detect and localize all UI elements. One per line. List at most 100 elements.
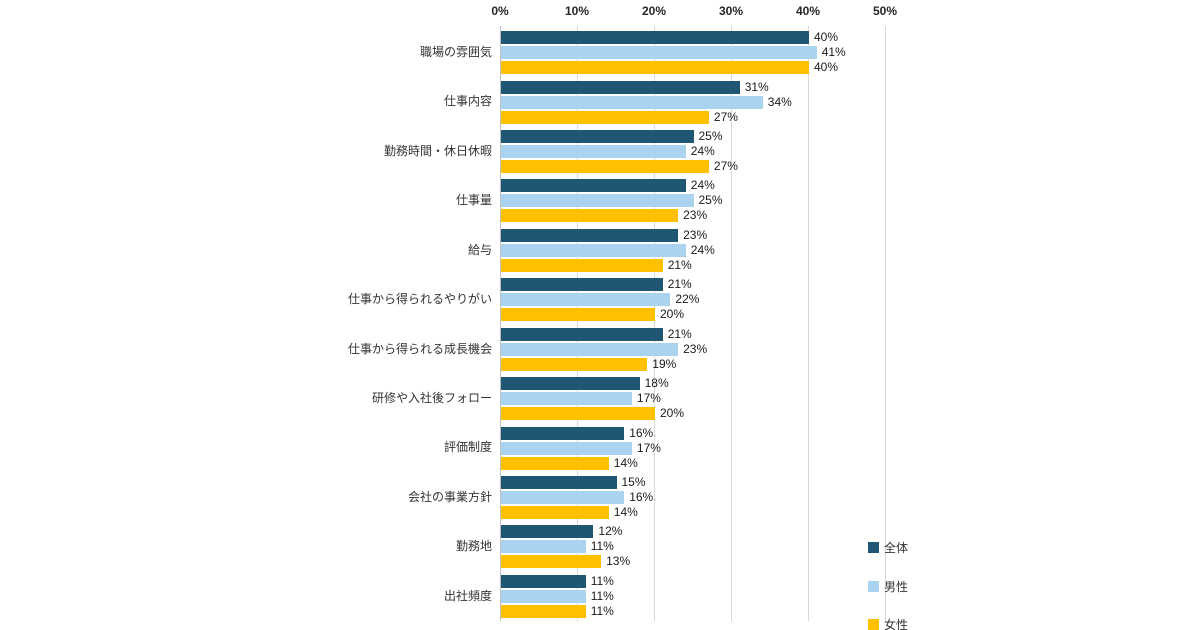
bar-female	[501, 160, 709, 174]
gridline	[808, 26, 809, 621]
legend-label-male: 男性	[884, 580, 909, 594]
category-label: 勤務時間・休日休暇	[383, 143, 492, 158]
bar-female	[501, 407, 655, 421]
gridline	[577, 26, 578, 621]
category-label: 職場の雰囲気	[419, 45, 492, 59]
bar-value-label: 23%	[683, 341, 708, 356]
category-label: 会社の事業方針	[407, 489, 492, 504]
bar-female	[501, 505, 609, 519]
bar-value-label: 31%	[744, 79, 769, 94]
bar-value-label: 27%	[713, 159, 738, 174]
bar-value-label: 24%	[690, 242, 715, 257]
category-label: 研修や入社後フォロー	[371, 390, 492, 405]
bar-value-label: 14%	[613, 455, 638, 470]
bar-value-label: 23%	[683, 227, 708, 242]
bar-value-label: 11%	[590, 603, 614, 618]
bar-overall	[501, 426, 625, 440]
bar-female	[501, 110, 709, 124]
bar-value-label: 11%	[590, 539, 614, 554]
x-axis-tick-label: 30%	[718, 4, 744, 18]
bar-value-label: 24%	[690, 178, 715, 193]
bar-female	[501, 555, 602, 569]
legend-label-overall: 全体	[884, 541, 909, 555]
bar-value-label: 25%	[698, 129, 723, 144]
gridline	[654, 26, 655, 621]
category-label: 仕事内容	[443, 94, 492, 109]
bar-overall	[501, 228, 679, 242]
bar-female	[501, 357, 648, 371]
y-axis-line	[500, 26, 501, 621]
bar-value-label: 16%	[629, 489, 654, 504]
bar-value-label: 11%	[590, 588, 614, 603]
bar-male	[501, 540, 586, 554]
bar-value-label: 16%	[629, 425, 654, 440]
bar-value-label: 20%	[660, 406, 685, 421]
bar-male	[501, 145, 686, 159]
bar-value-label: 18%	[644, 376, 669, 391]
bar-overall	[501, 31, 809, 45]
x-axis-tick-label: 50%	[872, 4, 898, 18]
bar-value-label: 13%	[606, 554, 631, 569]
bar-overall	[501, 80, 740, 94]
bar-male	[501, 392, 632, 406]
bar-male	[501, 46, 817, 60]
category-label: 仕事から得られる成長機会	[347, 341, 492, 356]
gridline	[885, 26, 886, 621]
bar-overall	[501, 327, 663, 341]
bar-value-label: 40%	[814, 60, 839, 75]
bar-male	[501, 194, 694, 208]
category-label: 評価制度	[443, 440, 492, 455]
bar-value-label: 34%	[767, 94, 792, 109]
bar-female	[501, 258, 663, 272]
legend-swatch-female	[868, 619, 879, 630]
bar-value-label: 17%	[636, 440, 661, 455]
legend-swatch-overall	[868, 542, 879, 553]
bar-value-label: 25%	[698, 193, 723, 208]
legend-item: 男性	[868, 578, 908, 595]
bar-male	[501, 95, 763, 109]
bar-value-label: 14%	[613, 504, 638, 519]
legend-item: 全体	[868, 539, 908, 556]
bar-male	[501, 342, 679, 356]
bar-value-label: 24%	[690, 144, 715, 159]
bar-overall	[501, 475, 617, 489]
bar-female	[501, 604, 586, 618]
bar-male	[501, 243, 686, 257]
gridline	[731, 26, 732, 621]
bar-value-label: 11%	[590, 573, 614, 588]
bar-value-label: 41%	[821, 45, 846, 60]
bar-value-label: 21%	[667, 277, 692, 292]
bar-value-label: 22%	[675, 292, 700, 307]
bar-value-label: 23%	[683, 208, 708, 223]
bar-overall	[501, 278, 663, 292]
bar-male	[501, 441, 632, 455]
bar-overall	[501, 130, 694, 144]
bar-value-label: 19%	[652, 356, 677, 371]
bar-value-label: 17%	[636, 391, 661, 406]
bar-male	[501, 293, 671, 307]
bar-value-label: 21%	[667, 257, 692, 272]
legend-label-female: 女性	[884, 618, 909, 630]
category-label: 仕事から得られるやりがい	[347, 292, 492, 307]
bar-value-label: 27%	[713, 109, 738, 124]
bar-value-label: 15%	[621, 474, 646, 489]
bar-value-label: 40%	[814, 30, 839, 45]
bar-value-label: 12%	[598, 524, 623, 539]
bar-overall	[501, 525, 594, 539]
legend-item: 女性	[868, 616, 908, 630]
bar-value-label: 21%	[667, 326, 692, 341]
bar-female	[501, 61, 809, 75]
bar-overall	[501, 574, 586, 588]
legend-swatch-male	[868, 581, 879, 592]
x-axis-tick-label: 20%	[641, 4, 667, 18]
bar-male	[501, 490, 625, 504]
category-label: 出社頻度	[443, 588, 492, 603]
bar-male	[501, 589, 586, 603]
x-axis-tick-label: 10%	[564, 4, 590, 18]
x-axis-tick-label: 40%	[795, 4, 821, 18]
category-label: 勤務地	[455, 539, 492, 554]
category-label: 仕事量	[455, 193, 492, 208]
category-label: 給与	[467, 242, 492, 257]
bar-female	[501, 308, 655, 322]
